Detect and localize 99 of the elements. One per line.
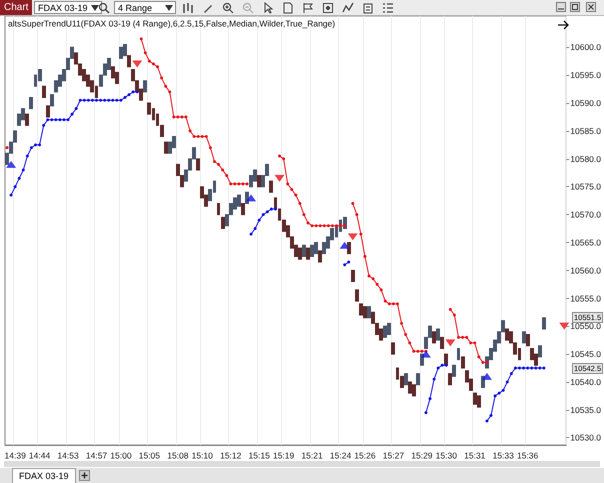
y-tick-label: 10580.0 bbox=[570, 154, 602, 164]
x-tick-label: 14:53 bbox=[57, 450, 79, 460]
candlestick bbox=[457, 348, 460, 360]
candlestick bbox=[363, 306, 367, 318]
candlestick bbox=[237, 194, 241, 207]
x-tick-label: 15:24 bbox=[330, 450, 352, 460]
x-tick-label: 15:21 bbox=[301, 450, 323, 460]
point bbox=[6, 160, 16, 168]
point bbox=[132, 60, 142, 68]
y-tick-label: 10530.0 bbox=[570, 432, 602, 443]
candlestick bbox=[359, 303, 363, 316]
candlestick bbox=[432, 331, 436, 344]
point bbox=[420, 350, 431, 358]
x-tick-label: 15:27 bbox=[382, 450, 404, 460]
candlestick bbox=[404, 373, 408, 386]
point bbox=[445, 339, 456, 346]
y-tick-label: 10590.0 bbox=[570, 98, 602, 108]
x-tick-label: 15:29 bbox=[411, 450, 433, 460]
x-tick-label: 15:26 bbox=[354, 450, 376, 460]
text: Chart bbox=[0, 0, 32, 15]
point bbox=[482, 372, 492, 380]
candlestick bbox=[542, 317, 546, 330]
candlestick bbox=[42, 86, 46, 98]
candlestick bbox=[310, 244, 314, 257]
candlestick bbox=[257, 175, 261, 188]
candlestick bbox=[298, 248, 302, 260]
candlestick bbox=[221, 216, 225, 230]
point bbox=[348, 233, 358, 240]
x-tick-label: 15:00 bbox=[110, 450, 132, 460]
candlestick bbox=[123, 44, 127, 56]
candlestick bbox=[318, 250, 322, 263]
x-tick-label: 15:12 bbox=[220, 450, 242, 460]
candlestick bbox=[196, 158, 200, 170]
x-tick-label: 14:57 bbox=[86, 450, 108, 460]
y-tick-label: 10595.0 bbox=[570, 70, 602, 80]
candlestick bbox=[387, 322, 391, 336]
point bbox=[340, 242, 350, 249]
candlestick bbox=[416, 373, 420, 386]
x-tick-label: 15:08 bbox=[167, 450, 189, 460]
text: 4 Range bbox=[118, 3, 152, 13]
x-tick-label: 15:10 bbox=[192, 450, 214, 460]
candlestick bbox=[408, 381, 412, 394]
y-tick-label: 10560.0 bbox=[570, 265, 602, 276]
candlestick bbox=[314, 242, 318, 254]
y-tick-label: 10570.0 bbox=[570, 210, 602, 220]
candlestick bbox=[440, 336, 444, 349]
candlestick bbox=[164, 142, 168, 154]
x-tick-label: 15:36 bbox=[516, 450, 539, 460]
y-tick-label: 10540.0 bbox=[570, 376, 602, 387]
x-tick-label: 15:31 bbox=[464, 450, 486, 460]
y-tick-label: 10550.0 bbox=[570, 321, 602, 332]
point bbox=[246, 194, 256, 202]
candlestick bbox=[355, 289, 359, 302]
candlestick bbox=[46, 105, 50, 118]
candlestick bbox=[241, 202, 245, 216]
candlestick bbox=[436, 328, 440, 341]
candlestick bbox=[526, 334, 530, 346]
y-tick-label: 10555.0 bbox=[570, 293, 602, 304]
candlestick bbox=[29, 96, 33, 110]
y-tick-label: 10535.0 bbox=[570, 404, 602, 415]
x-tick-label: 15:30 bbox=[436, 450, 458, 460]
candlestick bbox=[367, 306, 371, 318]
text: FDAX 03-19 bbox=[38, 3, 88, 13]
candlestick bbox=[412, 384, 416, 396]
y-tick-label: 10575.0 bbox=[570, 182, 602, 192]
candlestick bbox=[448, 373, 452, 386]
candlestick bbox=[351, 270, 355, 282]
candlestick bbox=[217, 202, 220, 216]
candlestick bbox=[477, 395, 481, 408]
candlestick bbox=[461, 356, 465, 369]
point bbox=[559, 322, 570, 330]
candlestick bbox=[383, 326, 387, 338]
candlestick bbox=[119, 46, 123, 59]
y-tick-label: 10545.0 bbox=[570, 349, 602, 360]
candlestick bbox=[143, 80, 147, 92]
x-tick-label: 15:05 bbox=[138, 450, 160, 460]
candlestick bbox=[505, 328, 509, 341]
candlestick bbox=[25, 114, 29, 126]
y-tick-label: 10600.0 bbox=[570, 42, 602, 52]
candlestick bbox=[391, 342, 395, 355]
x-tick-label: 15:15 bbox=[248, 450, 270, 460]
y-tick-label: 10585.0 bbox=[570, 126, 602, 136]
candlestick bbox=[473, 392, 477, 405]
x-tick-label: 14:39 bbox=[4, 450, 26, 460]
y-tick-label: 10565.0 bbox=[570, 237, 602, 248]
chart-title: altsSuperTrendU11(FDAX 03-19 (4 Range),6,2.5,15,False,Median,Wilder,True_Range) bbox=[8, 18, 336, 28]
text: FDAX 03-19 bbox=[12, 468, 76, 483]
candlestick bbox=[50, 94, 54, 106]
candlestick bbox=[127, 55, 131, 68]
candlestick bbox=[306, 248, 310, 260]
x-tick-label: 15:19 bbox=[272, 450, 295, 460]
candlestick bbox=[452, 364, 456, 377]
x-tick-label: 14:44 bbox=[28, 450, 50, 460]
x-tick-label: 15:33 bbox=[492, 450, 514, 460]
point bbox=[274, 174, 285, 182]
candlestick bbox=[302, 244, 306, 257]
candlestick bbox=[538, 345, 542, 358]
candlestick bbox=[522, 331, 526, 344]
candlestick bbox=[269, 180, 273, 193]
